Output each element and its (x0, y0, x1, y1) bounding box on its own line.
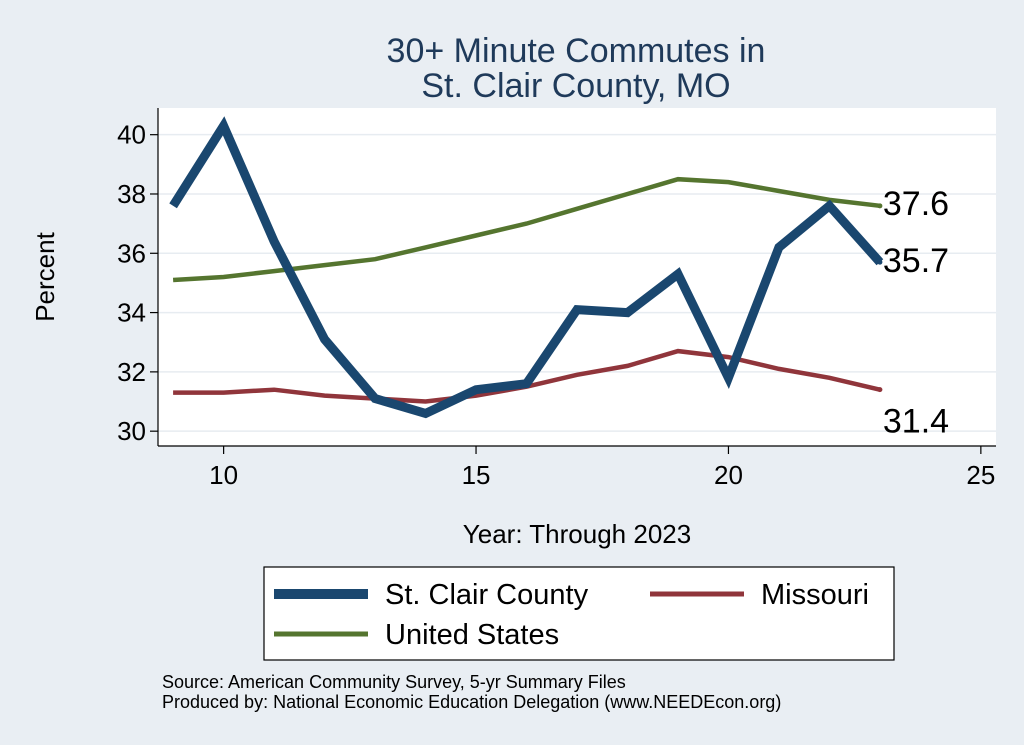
x-axis-ticks: 10 15 20 25 (209, 446, 995, 490)
x-tick-label: 25 (966, 460, 995, 490)
source-note: Source: American Community Survey, 5-yr … (162, 672, 781, 712)
end-label-st-clair-county: 35.7 (883, 242, 949, 280)
y-tick-label: 30 (117, 416, 146, 446)
y-tick-label: 32 (117, 357, 146, 387)
y-tick-label: 38 (117, 179, 146, 209)
x-tick-label: 10 (209, 460, 238, 490)
end-label-missouri: 31.4 (883, 403, 949, 441)
series-end-point-st-clair-county (877, 259, 883, 265)
legend: St. Clair County Missouri United States (263, 566, 895, 661)
source-line-2: Produced by: National Economic Education… (162, 692, 781, 712)
chart-title-line-1: 30+ Minute Commutes in (387, 32, 766, 70)
series-lines (169, 116, 884, 419)
source-line-1: Source: American Community Survey, 5-yr … (162, 672, 626, 692)
x-axis-label: Year: Through 2023 (463, 519, 691, 549)
legend-box (263, 566, 895, 661)
series-end-point-missouri (877, 387, 883, 393)
end-labels: 35.7 31.4 37.6 (883, 185, 949, 441)
series-line-st-clair-county (169, 116, 884, 419)
y-tick-label: 40 (117, 120, 146, 150)
chart-title: 30+ Minute Commutes in St. Clair County,… (387, 32, 766, 105)
end-label-united-states: 37.6 (883, 185, 949, 223)
y-axis-ticks: 30 32 34 36 38 40 (117, 120, 158, 446)
x-tick-label: 15 (462, 460, 491, 490)
legend-label-st-clair-county: St. Clair County (385, 579, 589, 611)
legend-label-united-states: United States (385, 619, 559, 651)
series-end-point-united-states (877, 203, 883, 209)
chart-title-line-2: St. Clair County, MO (421, 67, 730, 105)
plot-area (158, 108, 996, 446)
y-tick-label: 34 (117, 298, 146, 328)
legend-label-missouri: Missouri (761, 579, 869, 611)
y-tick-label: 36 (117, 238, 146, 268)
y-axis-label: Percent (30, 231, 60, 321)
x-tick-label: 20 (714, 460, 743, 490)
